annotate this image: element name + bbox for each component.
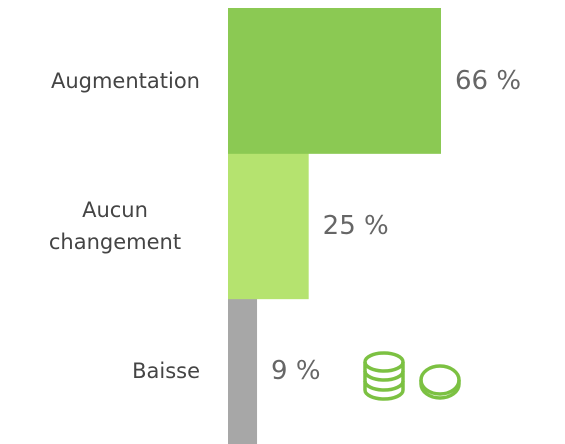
bar [228,8,441,154]
value-label: 66 % [455,65,522,96]
category-label: Aucun changement [10,153,200,298]
bar [228,298,258,444]
category-label: Baisse [10,299,200,444]
value-label: 9 % [271,356,321,387]
bar [228,153,309,300]
coins-icon [363,351,461,401]
category-text: Baisse [132,359,200,384]
value-label: 25 % [322,210,389,241]
category-label: Augmentation [10,8,200,153]
category-text: Aucun changement [48,197,182,254]
category-text: Augmentation [50,68,200,93]
